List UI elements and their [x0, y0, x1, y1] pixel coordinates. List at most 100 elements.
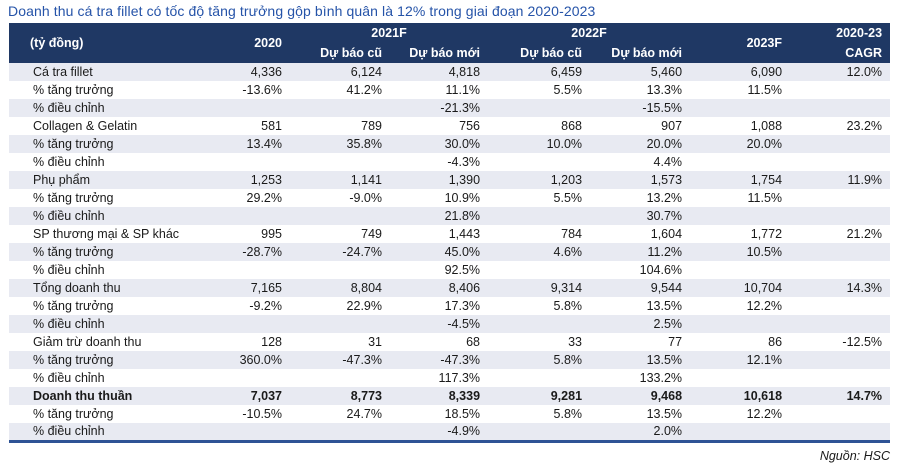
cell-value	[290, 369, 390, 387]
cell-value: 11.9%	[847, 173, 883, 187]
cell-value	[690, 207, 790, 225]
table-header: (tỷ đồng) 2020 2021F 2022F 2023F 2020-23…	[9, 23, 891, 63]
cell-value: 31	[368, 335, 382, 349]
cell-value: 117.3%	[438, 371, 481, 385]
cell-value: 4.4%	[653, 155, 683, 169]
cell-value: 35.8%	[346, 137, 382, 151]
row-label: % điều chỉnh	[33, 424, 105, 439]
cell-value: 1,443	[448, 227, 481, 241]
table-row: Phụ phẩm 1,253 1,141 1,390 1,203 1,573 1,754 11…	[9, 171, 891, 189]
cell-value: 23.2%	[846, 119, 883, 133]
cell-value: 21.8%	[444, 209, 481, 223]
col-group-2021f: 2021F	[290, 23, 489, 43]
table-row: Cá tra fillet 4,336 6,124 4,818 6,459 5,460 6,…	[9, 63, 891, 81]
cell-value: 1,203	[550, 173, 583, 187]
cell-value: 20.0%	[646, 137, 683, 151]
subheader-old-forecast-2022: Dự báo cũ	[488, 43, 591, 63]
cell-value	[790, 297, 890, 315]
cell-value: -24.7%	[342, 245, 382, 259]
revenue-forecast-table: (tỷ đồng) 2020 2021F 2022F 2023F 2020-23…	[9, 23, 891, 443]
cell-value: 22.9%	[346, 299, 382, 313]
table-row: % điều chỉnh 92.5% 104.6%	[9, 261, 890, 279]
cell-value: 8,339	[448, 389, 481, 403]
cell-value: 133.2%	[639, 371, 683, 385]
cell-value: -47.3%	[440, 353, 481, 367]
cell-value: 784	[561, 227, 583, 241]
cell-value	[488, 315, 590, 333]
cell-value: 6,090	[750, 65, 783, 79]
table-row: % điều chỉnh 21.8% 30.7%	[9, 207, 891, 225]
table-row: % tăng trưởng -28.7% -24.7% 45.0% 4.6% 11.2% 1…	[9, 243, 891, 261]
cell-value: 4,336	[250, 65, 282, 79]
table-row: SP thương mại & SP khác 995 749 1,443 784 1,6…	[9, 225, 890, 243]
cell-value: 756	[459, 119, 481, 133]
cell-value	[194, 153, 290, 171]
cell-value: 17.3%	[444, 299, 481, 313]
table-row: Collagen & Gelatin 581 789 756 868 907 1,088 23…	[9, 117, 890, 135]
cell-value: 6,459	[550, 65, 583, 79]
row-label: % điều chỉnh	[33, 101, 105, 115]
cell-value	[790, 135, 890, 153]
cell-value	[790, 405, 890, 423]
cell-value: 7,165	[250, 281, 282, 295]
cell-value: 8,406	[448, 281, 481, 295]
cell-value	[790, 261, 890, 279]
cell-value: 14.3%	[846, 281, 883, 295]
cell-value	[194, 261, 290, 279]
cell-value	[690, 99, 790, 117]
cell-value: 1,253	[250, 173, 282, 187]
cell-value: 995	[261, 227, 282, 241]
table-row: % tăng trưởng 29.2% -9.0% 10.9% 5.5% 13.2% 11.…	[9, 189, 890, 207]
cell-value: 13.4%	[246, 137, 282, 151]
cell-value: 4.6%	[553, 245, 583, 259]
table-row: % điều chỉnh -4.5% 2.5%	[9, 315, 891, 333]
cell-value: 13.5%	[646, 353, 683, 367]
cell-value: 30.0%	[444, 137, 481, 151]
cell-value: 8,773	[350, 389, 382, 403]
cell-value	[194, 207, 290, 225]
cell-value: -9.0%	[349, 191, 382, 205]
cell-value: 749	[361, 227, 382, 241]
row-label: Phụ phẩm	[33, 173, 90, 187]
cell-value	[290, 99, 390, 117]
cell-value: 20.0%	[746, 137, 783, 151]
cell-value: 2.5%	[653, 317, 683, 331]
row-label: % điều chỉnh	[33, 263, 105, 277]
cell-value	[690, 369, 790, 387]
cell-value: 18.5%	[444, 407, 481, 421]
table-row: % điều chỉnh -4.9% 2.0%	[9, 423, 891, 441]
cell-value: -9.2%	[249, 299, 282, 313]
cell-value: 7,037	[250, 389, 282, 403]
cell-value: 11.1%	[445, 83, 481, 97]
cell-value	[488, 423, 590, 441]
cell-value: 10.5%	[746, 245, 783, 259]
cell-value: 1,141	[350, 173, 382, 187]
row-label: SP thương mại & SP khác	[33, 227, 180, 241]
cell-value: 10.0%	[546, 137, 583, 151]
row-label: Cá tra fillet	[33, 65, 93, 79]
cell-value	[290, 315, 390, 333]
row-label: % tăng trưởng	[33, 407, 114, 421]
cell-value	[290, 207, 390, 225]
cell-value: 5.8%	[553, 299, 583, 313]
cell-value: -47.3%	[342, 353, 382, 367]
cell-value: 1,772	[750, 227, 783, 241]
cell-value: 581	[261, 119, 282, 133]
cell-value: -10.5%	[242, 407, 282, 421]
cell-value: 30.7%	[646, 209, 683, 223]
cell-value	[790, 351, 890, 369]
cell-value: 21.2%	[846, 227, 883, 241]
cell-value: 128	[261, 335, 282, 349]
unit-label-header: (tỷ đồng)	[9, 23, 194, 63]
row-label: Doanh thu thuần	[33, 389, 133, 403]
col-group-2022f: 2022F	[488, 23, 691, 43]
cell-value	[790, 99, 890, 117]
cell-value: -28.7%	[242, 245, 282, 259]
cell-value	[194, 423, 290, 441]
subheader-old-forecast-2021: Dự báo cũ	[290, 43, 390, 63]
table-row: % điều chỉnh -21.3% -15.5%	[9, 99, 891, 117]
cell-value: 41.2%	[346, 83, 382, 97]
row-label: % tăng trưởng	[33, 353, 114, 367]
cell-value: 11.5%	[747, 83, 783, 97]
cell-value: 77	[668, 335, 683, 349]
